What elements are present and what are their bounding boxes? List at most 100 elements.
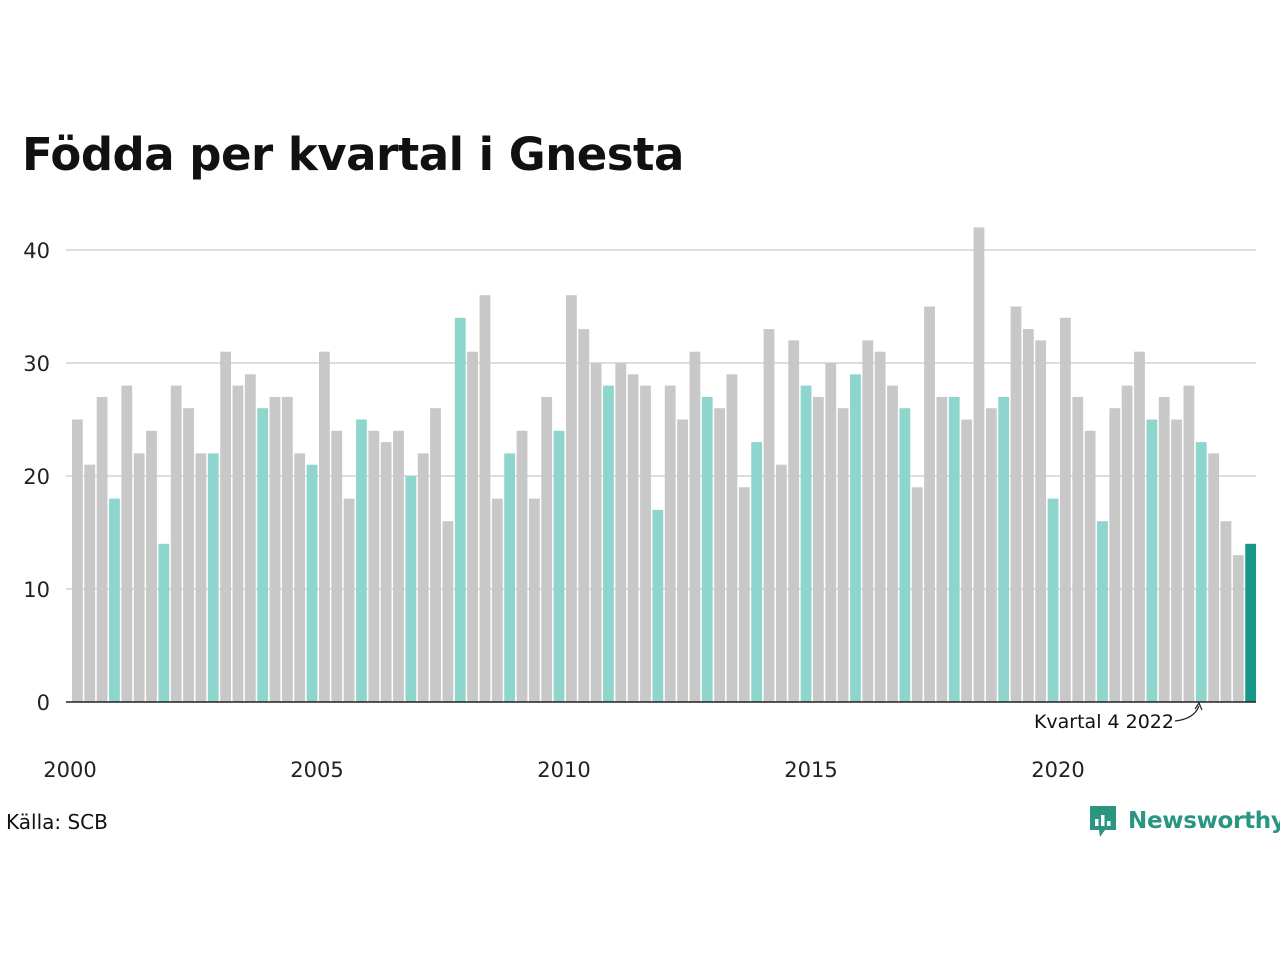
bar <box>664 385 676 702</box>
bar <box>183 408 194 702</box>
bar <box>269 396 281 702</box>
bar <box>1171 419 1182 702</box>
latest-bar-annotation: Kvartal 4 2022 <box>1034 711 1174 733</box>
bar-chart-speech-bubble-icon <box>1090 806 1116 837</box>
bar <box>528 498 540 702</box>
bar <box>899 408 911 702</box>
bar <box>837 408 849 702</box>
bars <box>72 227 1257 702</box>
bar <box>751 442 763 702</box>
bar <box>874 351 886 702</box>
bar <box>244 374 256 702</box>
bar <box>566 295 577 702</box>
bar <box>627 374 639 702</box>
annotation-arrowhead <box>1194 701 1203 711</box>
bar <box>109 498 120 702</box>
bar <box>516 430 528 702</box>
annotation: Kvartal 4 2022 <box>1034 701 1203 733</box>
bar <box>640 385 651 702</box>
brand-logo: Newsworthy <box>1088 804 1280 838</box>
y-tick-label: 40 <box>23 239 50 263</box>
bar <box>417 453 429 702</box>
bar <box>825 363 837 702</box>
bar <box>813 396 824 702</box>
bar <box>1134 351 1145 702</box>
bar <box>479 295 491 702</box>
bar <box>306 464 318 702</box>
bar <box>368 430 380 702</box>
bar <box>961 419 972 702</box>
bar <box>603 385 614 702</box>
bar <box>800 385 812 702</box>
chart-title: Födda per kvartal i Gnesta <box>22 128 684 181</box>
x-tick-label: 2015 <box>784 758 837 782</box>
bar <box>887 385 898 702</box>
annotation-arrow <box>1174 705 1200 722</box>
bar <box>195 453 207 702</box>
bar <box>763 329 775 702</box>
bar <box>467 351 478 702</box>
x-tick-label: 2005 <box>290 758 343 782</box>
y-tick-label: 10 <box>23 578 50 602</box>
bar <box>96 396 108 702</box>
bar <box>1245 543 1257 702</box>
bar <box>281 396 293 702</box>
bar <box>689 351 701 702</box>
bar <box>1183 385 1195 702</box>
bar <box>553 430 565 702</box>
bar <box>738 487 750 702</box>
bar <box>1195 442 1207 702</box>
bar <box>207 453 219 702</box>
bar <box>578 329 590 702</box>
bar <box>948 396 960 702</box>
bar <box>232 385 244 702</box>
bar <box>380 442 392 702</box>
bar <box>1158 396 1170 702</box>
bar <box>405 476 417 702</box>
bar <box>430 408 441 702</box>
bar <box>220 351 231 702</box>
x-tick-label: 2020 <box>1031 758 1084 782</box>
bar <box>491 498 503 702</box>
y-tick-label: 0 <box>37 691 50 715</box>
bar <box>393 430 404 702</box>
bar <box>998 396 1010 702</box>
bar <box>911 487 923 702</box>
bar <box>701 396 713 702</box>
bar <box>924 306 935 702</box>
y-tick-label: 20 <box>23 465 50 489</box>
source-label: Källa: SCB <box>6 810 108 834</box>
bar <box>615 363 627 702</box>
bar <box>590 363 602 702</box>
bar <box>504 453 516 702</box>
bar <box>985 408 997 702</box>
bar <box>1232 555 1244 702</box>
brand-name: Newsworthy <box>1128 808 1280 834</box>
bar <box>72 419 83 702</box>
bar <box>84 464 96 702</box>
bar <box>862 340 874 702</box>
bar <box>257 408 269 702</box>
bar <box>331 430 343 702</box>
bar <box>1208 453 1219 702</box>
bar <box>1072 396 1084 702</box>
bar <box>133 453 145 702</box>
bar <box>294 453 306 702</box>
x-tick-label: 2010 <box>537 758 590 782</box>
bar <box>652 509 664 702</box>
bar <box>1109 408 1121 702</box>
bar <box>319 351 330 702</box>
bar <box>541 396 553 702</box>
bar <box>454 317 466 702</box>
bar <box>170 385 182 702</box>
bar <box>726 374 738 702</box>
bar <box>1060 317 1071 702</box>
bar <box>973 227 985 702</box>
bar <box>146 430 157 702</box>
bar <box>442 521 454 702</box>
bar <box>1047 498 1059 702</box>
bar <box>936 396 948 702</box>
bar <box>775 464 787 702</box>
bar <box>1084 430 1096 702</box>
